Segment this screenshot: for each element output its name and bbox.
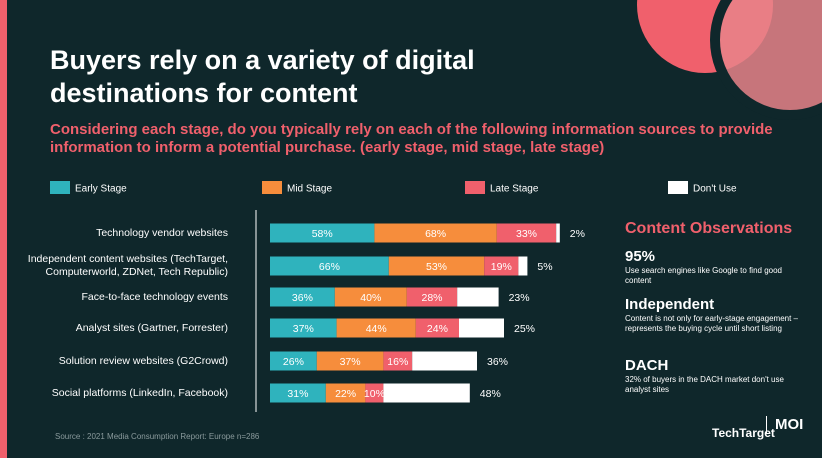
value-label: 23% [509,292,530,304]
bar-segment [406,287,458,307]
value-label: 48% [480,388,501,400]
value-label: 22% [335,388,356,400]
bar-segment [374,223,497,243]
legend-label: Late Stage [490,184,539,195]
bar-segment [270,287,335,307]
bar-segment [457,287,499,307]
value-label: 36% [487,356,508,368]
bar-segment [556,223,560,243]
legend-label: Mid Stage [287,184,332,195]
title: Buyers rely on a variety of digital dest… [50,45,475,108]
bar-segment [270,256,389,276]
source: Source : 2021 Media Consumption Report: … [55,432,260,441]
value-label: 53% [426,261,447,273]
bar-segment [496,223,557,243]
value-label: 10% [364,388,385,400]
bar-segment [270,351,317,371]
bar-segment [270,223,375,243]
category-label: Face-to-face technology events [81,290,229,303]
bar-segment [415,318,459,338]
observation-heading: DACH [625,357,669,374]
bar-segment [383,351,413,371]
bar-segment [316,351,384,371]
subtitle: Considering each stage, do you typically… [50,121,773,156]
logo: TechTarget [712,426,775,440]
value-label: 58% [312,228,333,240]
bar-segment [383,383,470,403]
legend-swatch [262,181,282,194]
category-label: Analyst sites (Gartner, Forrester) [75,321,228,334]
value-label: 24% [427,323,448,335]
value-label: 19% [491,261,512,273]
value-label: 66% [319,261,340,273]
bar-segment [270,318,337,338]
observations-title: Content Observations [625,220,793,237]
bar-segment [484,256,519,276]
bar-segment [388,256,485,276]
category-label: Solution review websites (G2Crowd) [58,354,228,367]
bar-segment [412,351,477,371]
value-label: 68% [425,228,446,240]
bar-segment [518,256,528,276]
bar-segment [459,318,504,338]
legend-swatch [465,181,485,194]
value-label: 25% [514,323,535,335]
value-label: 37% [293,323,314,335]
observation-text: Use search engines like Google to find g… [625,266,782,285]
bar-segment [334,287,407,307]
bar-segment [365,383,384,403]
observation-text: Content is not only for early-stage enga… [625,314,798,333]
value-label: 31% [287,388,308,400]
value-label: 28% [421,292,442,304]
bar-segment [270,383,326,403]
category-label: Independent content websites (TechTarget… [27,253,228,278]
bar-segment [325,383,366,403]
value-label: 26% [283,356,304,368]
observation-heading: 95% [625,248,656,265]
value-label: 2% [570,228,585,240]
legend-label: Don't Use [693,184,737,195]
value-label: 37% [340,356,361,368]
observation-text: 32% of buyers in the DACH market don't u… [625,375,784,394]
value-label: 16% [387,356,408,368]
category-label: Technology vendor websites [96,226,228,239]
bar-segment [336,318,416,338]
value-label: 40% [360,292,381,304]
value-label: 44% [366,323,387,335]
category-label: Social platforms (LinkedIn, Facebook) [51,386,228,399]
legend-swatch [50,181,70,194]
value-label: 36% [292,292,313,304]
legend-swatch [668,181,688,194]
observation-heading: Independent [625,296,715,313]
legend-label: Early Stage [75,184,127,195]
logo: MOI [766,416,803,433]
value-label: 5% [537,261,552,273]
value-label: 33% [516,228,537,240]
